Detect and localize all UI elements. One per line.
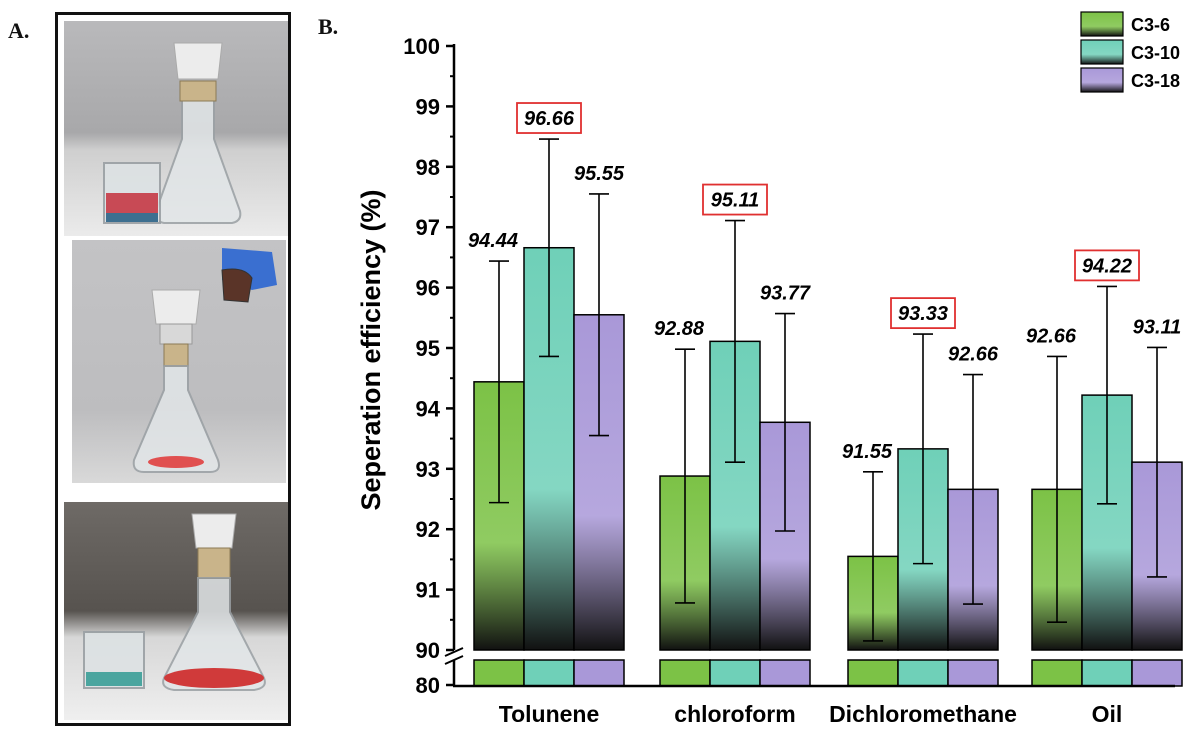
x-tick-label: chloroform	[674, 701, 795, 727]
data-label: 95.11	[711, 190, 760, 212]
y-tick-label: 97	[416, 215, 440, 240]
axis-break-mark	[444, 647, 464, 657]
x-tick-label: Dichloromethane	[829, 701, 1017, 727]
legend-swatch-c3-6	[1080, 11, 1124, 37]
highlight-box	[1074, 249, 1140, 282]
bar-stub	[1031, 659, 1083, 687]
y-tick-label-80: 80	[416, 673, 440, 698]
data-label: 95.55	[574, 163, 625, 185]
y-tick-label: 99	[416, 94, 440, 119]
bar-stub	[1081, 659, 1133, 687]
bar-stub	[659, 659, 711, 687]
bar-stub	[709, 659, 761, 687]
photo-separated-results	[64, 502, 288, 720]
data-label: 93.33	[898, 303, 948, 325]
data-label: 93.11	[1133, 316, 1182, 338]
y-tick-label: 90	[416, 638, 440, 663]
y-tick-label: 91	[416, 578, 440, 603]
bar-stub	[523, 659, 575, 687]
axis-break-mark	[444, 655, 464, 665]
data-label: 91.55	[842, 441, 893, 463]
legend: C3-6 C3-10 C3-18	[1080, 11, 1180, 93]
data-label: 93.77	[760, 283, 811, 305]
data-label: 92.88	[654, 318, 705, 340]
data-label: 94.22	[1082, 255, 1132, 277]
axis-break-band	[455, 651, 1176, 659]
legend-label: C3-10	[1131, 43, 1180, 63]
legend-swatch-c3-10	[1080, 39, 1124, 65]
legend-swatch-c3-18	[1080, 67, 1124, 93]
photo-beaker-and-funnel-before	[64, 21, 288, 236]
bar-chart: Seperation efficiency (%) 90 91 92 93 94 95 96…	[356, 11, 1183, 727]
bar-stub	[473, 659, 525, 687]
y-tick-label: 96	[416, 276, 440, 301]
panel-b-label: B.	[318, 14, 339, 39]
y-axis-title: Seperation efficiency (%)	[356, 189, 386, 510]
legend-label: C3-6	[1131, 15, 1170, 35]
legend-label: C3-18	[1131, 71, 1180, 91]
y-tick-label: 95	[416, 336, 440, 361]
highlight-box	[890, 297, 956, 330]
data-label: 94.44	[468, 230, 518, 252]
bar-stub	[1131, 659, 1183, 687]
y-tick-label: 93	[416, 457, 440, 482]
panel-a-label: A.	[8, 18, 30, 43]
data-label: 92.66	[948, 344, 999, 366]
bar-stub	[947, 659, 999, 687]
data-label: 96.66	[524, 108, 575, 130]
x-tick-label: Tolunene	[499, 701, 600, 727]
photo-pouring-into-funnel	[72, 240, 286, 483]
y-tick-label: 94	[416, 396, 441, 421]
x-tick-label: Oil	[1092, 701, 1123, 727]
bar-stub	[847, 659, 899, 687]
y-tick-label: 98	[416, 155, 440, 180]
y-tick-label: 92	[416, 517, 440, 542]
bar-stub	[573, 659, 625, 687]
bar-stub	[897, 659, 949, 687]
bar-stub	[759, 659, 811, 687]
data-label: 92.66	[1026, 325, 1077, 347]
highlight-box	[516, 102, 582, 134]
highlight-box	[702, 183, 768, 216]
y-tick-label: 100	[403, 34, 440, 59]
photo-panel	[55, 12, 291, 726]
